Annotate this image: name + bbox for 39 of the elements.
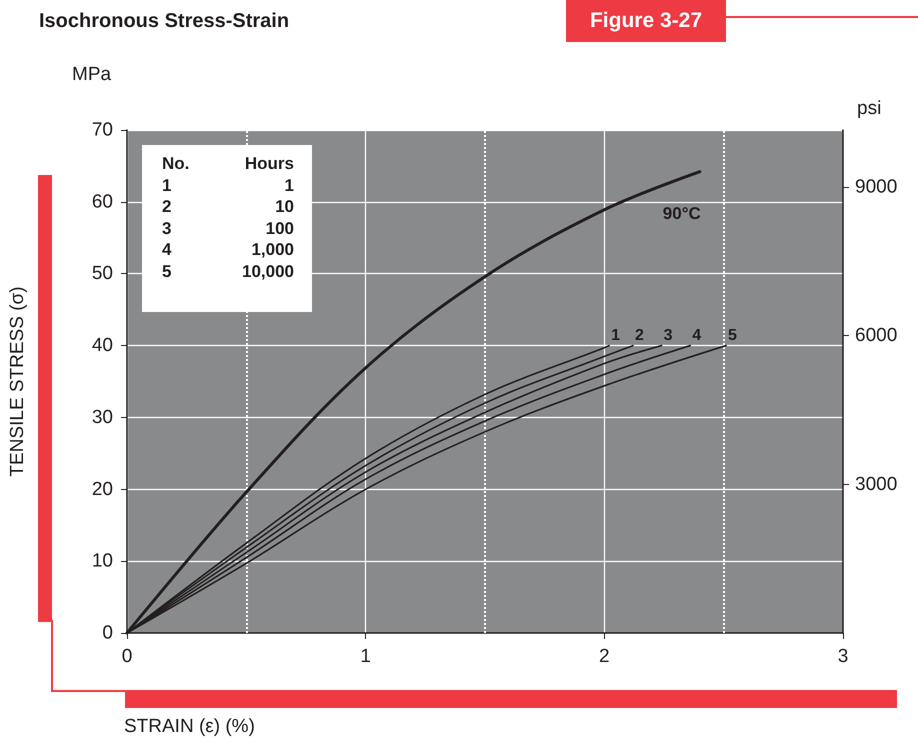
series-label: 2: [634, 327, 644, 344]
y-tick-label: 60: [92, 191, 113, 212]
x-axis-title: STRAIN (ε) (%): [124, 716, 255, 738]
y2-tick-label: 3000: [855, 474, 898, 495]
annotation: 1: [162, 174, 172, 196]
y-tick-label: 70: [92, 120, 113, 140]
text: MPa: [72, 64, 112, 86]
series-label: 90°C: [662, 204, 701, 224]
caption: Figure 3-27: [566, 0, 726, 42]
annotation: 1: [284, 174, 294, 196]
annotation: 4: [162, 239, 172, 260]
annotation: 10: [274, 196, 294, 218]
y-tick-label: 30: [92, 406, 113, 428]
annotation: Hours: [244, 153, 294, 174]
y2-axis-title: psi: [857, 98, 882, 119]
x-tick-label: 0: [122, 646, 132, 667]
y-tick-label: 0: [102, 622, 113, 644]
annotation: 2: [162, 196, 172, 218]
annotation: 10,000: [241, 260, 294, 282]
x-tick-label: 3: [838, 646, 848, 667]
x-tick-label: 2: [599, 646, 610, 667]
annotation: 100: [264, 218, 294, 239]
y-tick-label: 50: [92, 263, 113, 284]
annotation: 1,000: [250, 239, 294, 260]
chart-title: Isochronous Stress-Strain: [39, 10, 290, 32]
y2-tick-label: 9000: [855, 176, 898, 198]
y2-tick-label: 6000: [855, 325, 898, 346]
y-tick-label: 20: [92, 478, 113, 500]
series-label: 5: [728, 327, 738, 344]
y-tick-label: 10: [92, 550, 113, 572]
x-tick-label: 1: [360, 646, 371, 667]
annotation: No.: [162, 153, 190, 174]
series-label: 3: [664, 327, 673, 344]
y-tick-label: 40: [92, 335, 113, 356]
annotation: 5: [162, 260, 172, 282]
series-label: 4: [692, 327, 702, 344]
annotation: 3: [162, 218, 172, 239]
series-label: 1: [611, 327, 620, 344]
y-axis-title: TENSILE STRESS (σ): [7, 286, 28, 477]
